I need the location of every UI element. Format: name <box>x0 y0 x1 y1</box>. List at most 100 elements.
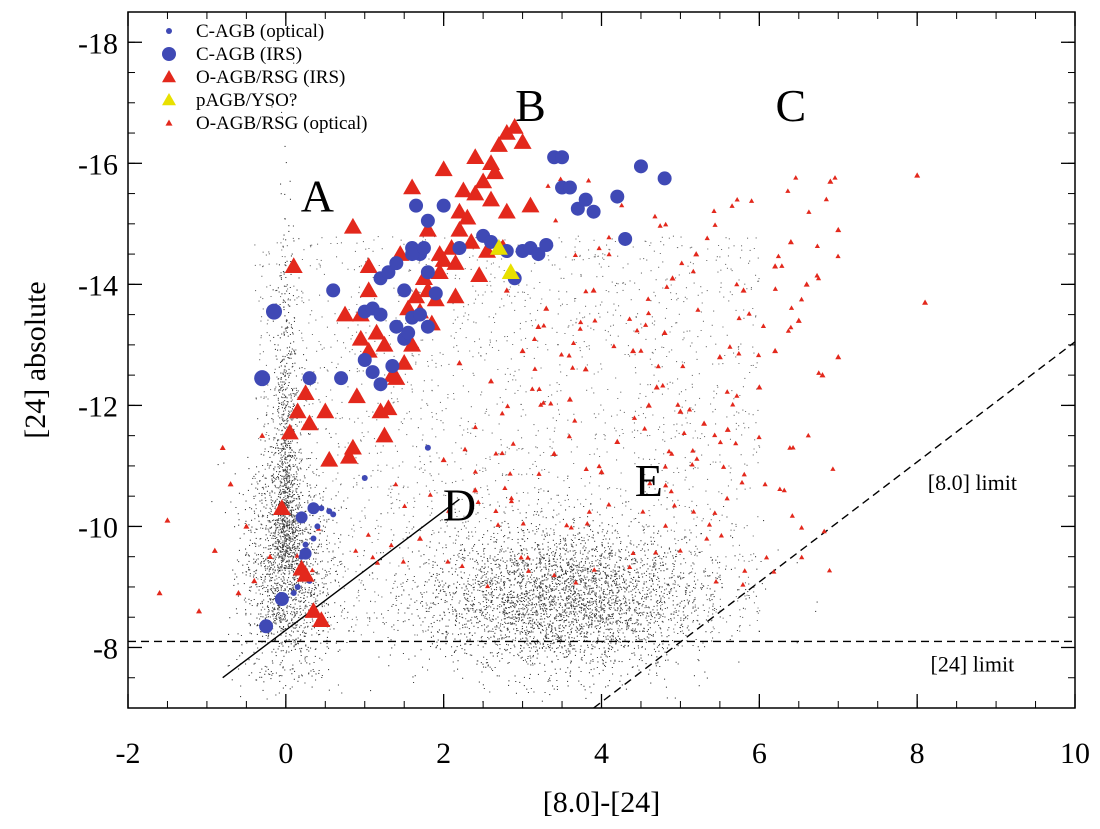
point-r180 <box>755 352 762 358</box>
series-o-agb-rsg-irs- <box>272 117 540 627</box>
point-r52 <box>662 523 669 528</box>
point-40 <box>724 426 731 432</box>
point-r231 <box>570 365 576 370</box>
point-r140 <box>663 482 669 488</box>
point-5 <box>251 577 258 584</box>
point-r250 <box>790 444 796 450</box>
point-r64 <box>643 322 649 327</box>
point-r211 <box>529 386 535 391</box>
point-37 <box>570 201 585 216</box>
legend-marker-2 <box>162 70 176 83</box>
point-r247 <box>788 305 795 310</box>
background-population <box>211 62 818 703</box>
point-52 <box>307 502 320 515</box>
point-r81 <box>830 466 836 471</box>
point-r97 <box>462 446 468 452</box>
point-18 <box>914 172 921 178</box>
point-11 <box>677 408 684 414</box>
point-20 <box>428 286 443 301</box>
point-33 <box>531 247 546 262</box>
point-29 <box>452 241 467 256</box>
point-r19 <box>645 296 651 301</box>
point-r171 <box>798 296 805 302</box>
point-6 <box>302 541 309 548</box>
point-r34 <box>815 275 822 281</box>
point-38 <box>535 323 542 329</box>
point-1 <box>164 517 171 523</box>
point-r6 <box>734 281 740 287</box>
region-labels: A B C D E [8.0] limit [24] limit <box>301 80 1017 677</box>
point-27 <box>420 213 435 228</box>
legend: C-AGB (optical)C-AGB (IRS)O-AGB/RSG (IRS… <box>162 21 368 134</box>
point-31 <box>630 347 637 354</box>
point-17 <box>835 353 842 360</box>
point-r189 <box>686 406 693 412</box>
point-r195 <box>370 554 376 560</box>
point-8 <box>227 481 234 487</box>
point-r92 <box>694 456 700 461</box>
point-41 <box>669 275 676 281</box>
point-r126 <box>499 450 505 456</box>
point-42 <box>653 384 660 390</box>
point-60 <box>272 499 291 516</box>
point-1 <box>501 263 520 279</box>
point-66 <box>430 245 449 261</box>
point-r161 <box>638 348 644 353</box>
point-r222 <box>806 209 812 214</box>
point-23 <box>373 307 388 322</box>
point-r62 <box>493 450 499 456</box>
point-r203 <box>485 583 491 589</box>
point-r112 <box>821 528 827 534</box>
point-28 <box>434 160 453 177</box>
point-r25 <box>760 323 767 328</box>
point-r243 <box>756 434 762 440</box>
point-r77 <box>718 532 724 538</box>
point-r207 <box>573 579 579 585</box>
point-r22 <box>309 567 315 573</box>
point-29 <box>450 202 469 219</box>
point-r29 <box>727 344 733 349</box>
point-4 <box>235 590 242 596</box>
point-8 <box>424 444 431 451</box>
point-r42 <box>666 448 672 454</box>
region-label-b: B <box>515 80 546 131</box>
point-53 <box>300 414 319 431</box>
point-r36 <box>626 316 633 321</box>
point-r117 <box>553 217 559 223</box>
point-r192 <box>668 488 674 494</box>
point-r96 <box>763 554 770 560</box>
point-r10 <box>548 400 554 406</box>
point-22 <box>489 136 508 152</box>
point-19 <box>420 265 435 280</box>
point-11 <box>412 307 427 322</box>
point-r59 <box>762 481 768 487</box>
region-label-e: E <box>635 455 663 506</box>
point-36 <box>488 378 495 384</box>
point-r228 <box>568 524 574 530</box>
point-r131 <box>572 418 578 423</box>
point-55 <box>343 438 362 455</box>
point-15 <box>389 256 404 271</box>
point-34 <box>598 468 605 475</box>
point-4 <box>294 583 301 590</box>
point-8 <box>385 359 400 374</box>
point-64 <box>454 181 473 198</box>
point-27 <box>418 220 437 237</box>
point-r124 <box>505 403 511 409</box>
point-30 <box>466 148 485 165</box>
point-r244 <box>775 253 782 259</box>
point-10 <box>267 553 274 559</box>
point-r196 <box>662 464 668 469</box>
point-r169 <box>711 208 717 213</box>
point-r91 <box>736 315 742 321</box>
y-tick-label-4: -16 <box>78 148 118 181</box>
point-0 <box>284 257 303 273</box>
background-cluster-2 <box>321 475 818 703</box>
point-r11 <box>789 513 795 518</box>
point-51 <box>336 305 355 322</box>
x-axis-title: [8.0]-[24] <box>543 786 660 819</box>
point-r101 <box>712 222 718 227</box>
point-r165 <box>740 582 746 587</box>
point-r255 <box>695 307 701 312</box>
